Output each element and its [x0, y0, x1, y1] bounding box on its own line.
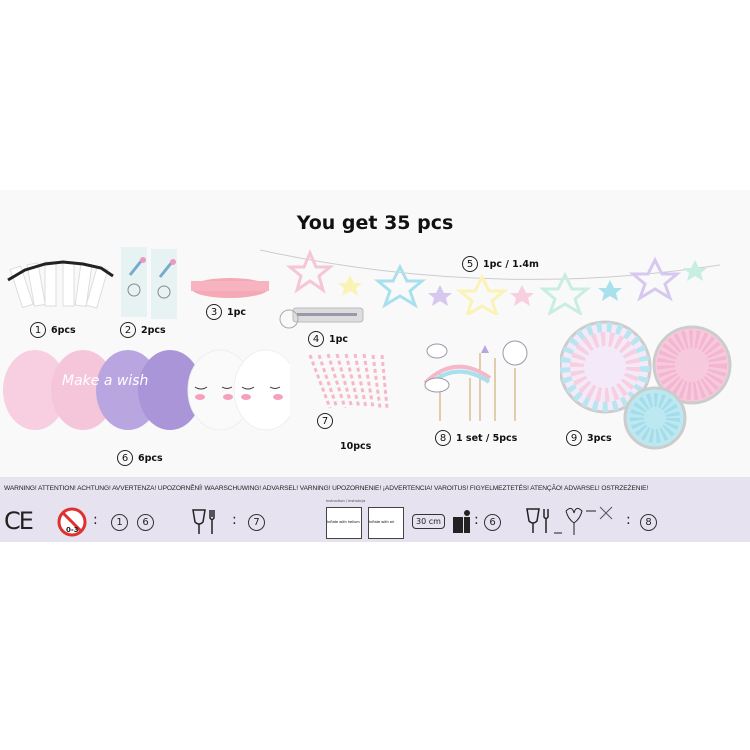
size-label: 30 cm — [412, 514, 445, 529]
item-5-label: 5 1pc / 1.4m — [462, 256, 539, 272]
paper-fans-image — [560, 320, 732, 450]
item-7-label: 7 — [317, 413, 333, 429]
recycle-bin-icon — [453, 510, 470, 533]
item-7-qty: 10pcs — [340, 441, 372, 452]
page-title: You get 35 pcs — [296, 212, 454, 234]
warning-ref-6b: 6 — [484, 514, 501, 531]
warning-ref-7: 7 — [248, 514, 265, 531]
balloons-image: Make a wish — [3, 349, 290, 431]
stickers-image — [121, 247, 177, 319]
air-instruction-icon: Inflate with air — [368, 507, 404, 539]
straws-image — [308, 353, 389, 409]
warning-text: WARNING! ATTENTION! ACHTUNG! AVVERTENZA!… — [4, 485, 649, 492]
item-6-label: 6 6pcs — [117, 450, 163, 466]
food-safe-icon — [192, 509, 215, 534]
item-1-label: 1 6pcs — [30, 322, 76, 338]
helium-instruction-icon: Inflate with helium — [326, 507, 362, 539]
item-4-label: 4 1pc — [308, 331, 348, 347]
cake-toppers-image — [423, 340, 528, 421]
item-2-label: 2 2pcs — [120, 322, 166, 338]
svg-text:0-3: 0-3 — [66, 526, 79, 534]
warning-ref-8: 8 — [640, 514, 657, 531]
party-blowers-image — [7, 260, 114, 309]
item-9-label: 9 3pcs — [566, 430, 612, 446]
star-garland-image — [260, 249, 720, 315]
ribbon-image — [191, 278, 269, 298]
balloon-print-text: Make a wish — [62, 373, 148, 389]
food-safe-transfer-icon — [526, 506, 613, 535]
ce-mark: CE — [4, 507, 34, 535]
warning-ref-6: 6 — [137, 514, 154, 531]
warning-ref-1: 1 — [111, 514, 128, 531]
warning-band: WARNING! ATTENTION! ACHTUNG! AVVERTENZA!… — [0, 477, 750, 542]
instruction-title: Instruction / Instrukcja — [326, 499, 366, 503]
item-3-label: 3 1pc — [206, 304, 246, 320]
confetti-cannon-image — [279, 307, 364, 329]
age-restriction-icon: 0-3 — [57, 507, 87, 537]
